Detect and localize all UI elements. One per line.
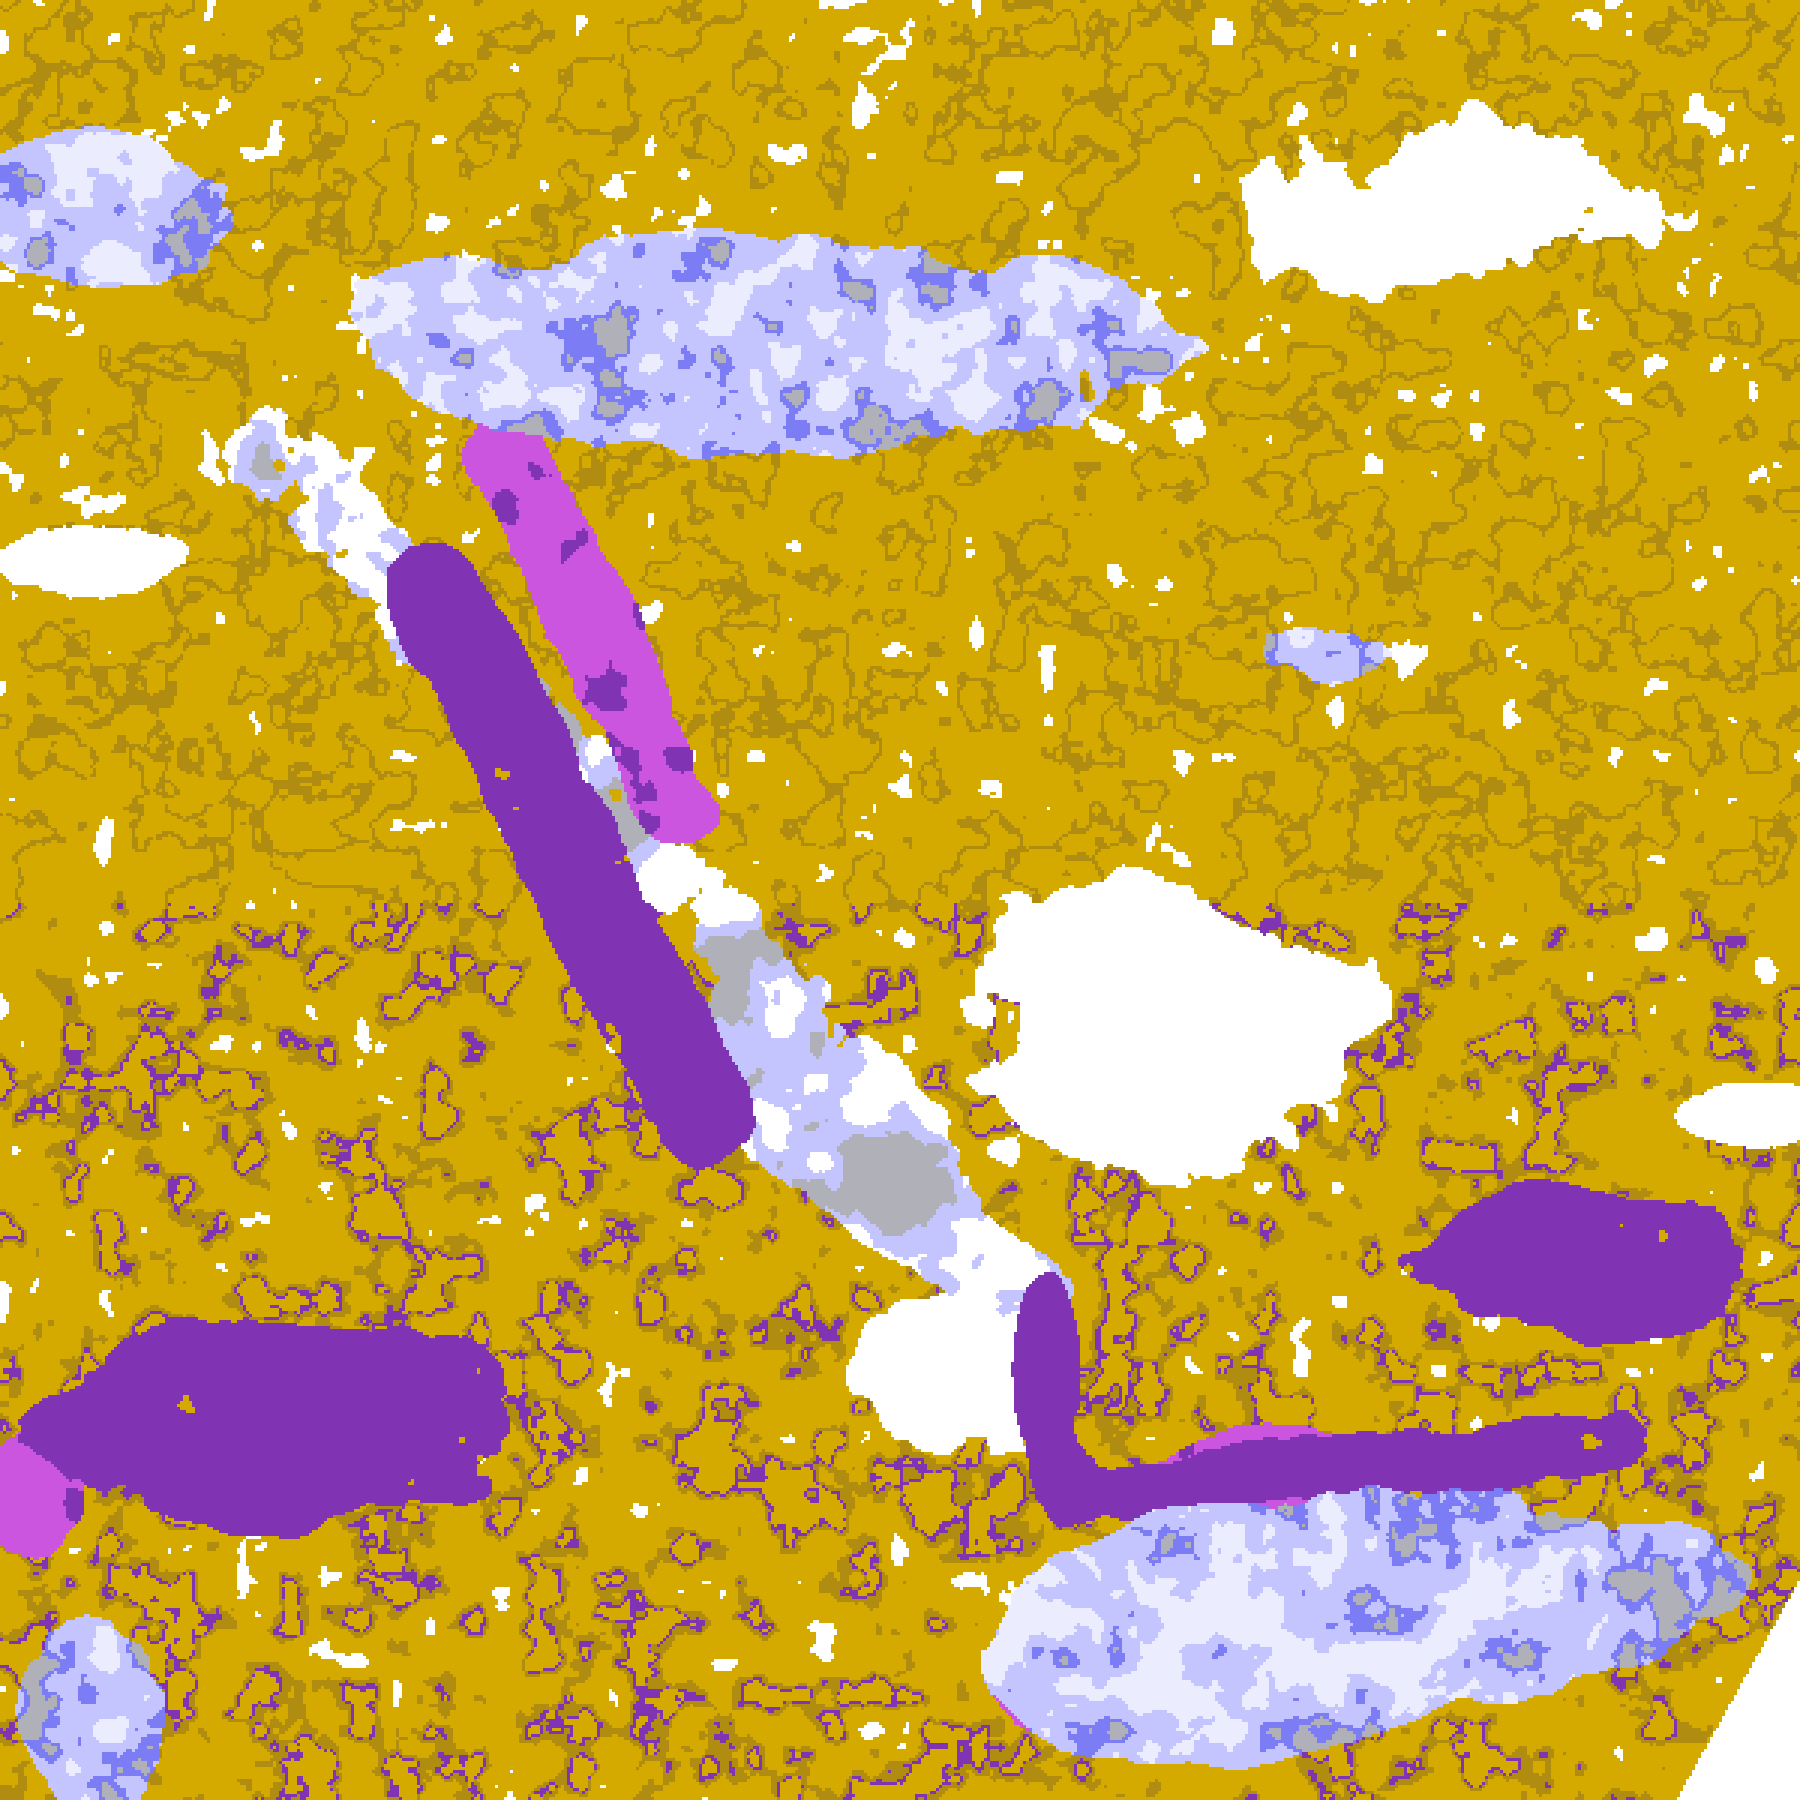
satellite-map <box>0 0 1800 1800</box>
cloud-classification-raster <box>0 0 1800 1800</box>
